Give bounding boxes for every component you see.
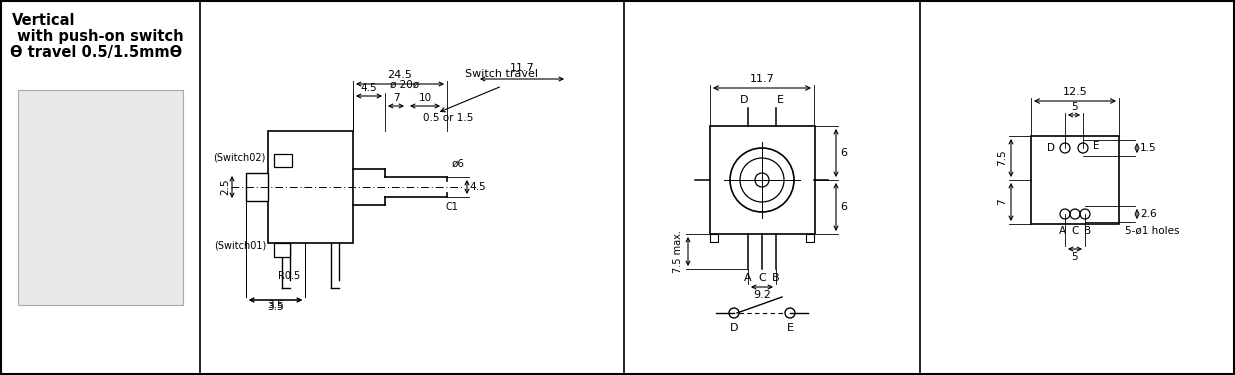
Text: 2.6: 2.6 [1140, 209, 1157, 219]
Text: 10: 10 [419, 93, 431, 103]
Text: 9.2: 9.2 [753, 290, 771, 300]
Text: 1.5: 1.5 [1140, 143, 1157, 153]
Text: R0.5: R0.5 [278, 271, 300, 281]
Text: C: C [758, 273, 766, 283]
Text: 2.5: 2.5 [220, 179, 230, 195]
Text: E: E [1093, 141, 1099, 151]
Bar [710, 234, 718, 242]
Text: 5-ø1 holes: 5-ø1 holes [1125, 226, 1179, 236]
Text: (Switch01): (Switch01) [214, 240, 266, 250]
Text: Switch travel: Switch travel [466, 69, 538, 79]
Bar [806, 234, 814, 242]
Text: 3.5: 3.5 [267, 302, 284, 312]
Text: E: E [777, 95, 783, 105]
Text: 3.5: 3.5 [267, 300, 284, 310]
Text: 4.5: 4.5 [469, 182, 485, 192]
Bar [710, 126, 815, 234]
Text: E: E [787, 323, 794, 333]
Bar [1031, 136, 1119, 224]
Text: ø 20ø: ø 20ø [390, 80, 420, 90]
Text: 7: 7 [393, 93, 399, 103]
Text: 0.5 or 1.5: 0.5 or 1.5 [424, 113, 473, 123]
Text: 11.7: 11.7 [750, 74, 774, 84]
Text: A: A [745, 273, 752, 283]
Text: B: B [772, 273, 779, 283]
Text: 5: 5 [1071, 102, 1077, 112]
Text: 7.5 max.: 7.5 max. [673, 230, 683, 273]
Bar [19, 90, 183, 305]
Text: ø6: ø6 [452, 159, 466, 169]
Text: C: C [1071, 226, 1078, 236]
Text: 7.5: 7.5 [997, 150, 1007, 166]
Text: (Switch02): (Switch02) [214, 153, 266, 163]
Text: A: A [1058, 226, 1066, 236]
Text: 12.5: 12.5 [1062, 87, 1087, 97]
Text: 6: 6 [840, 148, 847, 158]
Bar [268, 131, 353, 243]
Text: 6: 6 [840, 202, 847, 212]
Bar [246, 173, 268, 201]
Text: C1: C1 [445, 202, 458, 212]
Text: Vertical: Vertical [12, 13, 75, 28]
Text: 4.5: 4.5 [361, 83, 378, 93]
Text: 7: 7 [997, 199, 1007, 206]
Bar [274, 154, 291, 167]
Text: D: D [1047, 143, 1055, 153]
Text: B: B [1084, 226, 1092, 236]
Text: 5: 5 [1072, 252, 1078, 262]
Text: 11.7: 11.7 [510, 63, 535, 73]
Text: D: D [730, 323, 739, 333]
Text: D: D [740, 95, 748, 105]
Bar [274, 243, 290, 257]
Text: 24.5: 24.5 [388, 70, 412, 80]
Text: with push-on switch: with push-on switch [12, 29, 184, 44]
Text: Ѳ travel 0.5/1.5mmѲ: Ѳ travel 0.5/1.5mmѲ [10, 45, 182, 60]
